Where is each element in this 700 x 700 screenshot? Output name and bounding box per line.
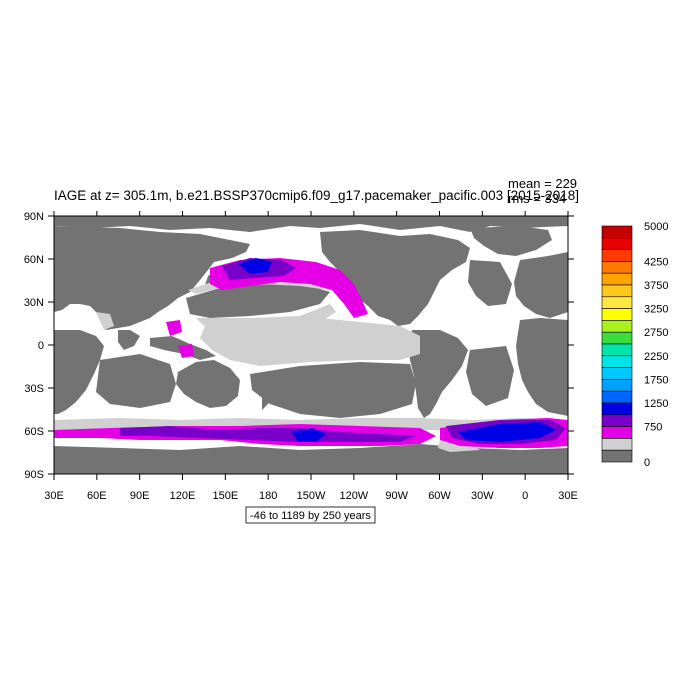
indonesia-magenta-patch	[178, 344, 194, 358]
x-tick-label: 30E	[558, 490, 578, 502]
europe-land	[514, 252, 568, 318]
colorbar-box	[601, 331, 633, 345]
land-masses	[54, 216, 568, 474]
africa-land	[54, 330, 104, 414]
colorbar-box	[601, 284, 633, 298]
india-land	[118, 330, 140, 350]
north-pacific-deep	[186, 284, 330, 318]
colorbar-box	[601, 367, 633, 380]
x-tick-label: 60E	[87, 490, 107, 502]
pacific-equatorial-band	[200, 318, 420, 366]
antarctica-land	[54, 454, 568, 474]
colorbar-box	[601, 237, 633, 250]
x-tick-label: 120E	[170, 490, 196, 502]
ocean-deep-fields	[96, 260, 514, 418]
colorbar-box	[601, 225, 633, 239]
colorbar-box	[601, 296, 633, 309]
y-axis: 90N 60N 30N 0 30S 60S 90S	[24, 211, 574, 481]
south-pacific-deep	[250, 362, 416, 418]
southern-blue-core-atlantic	[458, 422, 556, 442]
mean-label: mean = 229	[508, 176, 577, 191]
x-tick-label: 90W	[385, 490, 408, 502]
colorbar-label: 3250	[644, 304, 668, 316]
colorbar-box	[601, 355, 633, 368]
colorbar-box	[601, 438, 633, 451]
colorbar-box	[601, 308, 633, 321]
north-america-land	[320, 230, 470, 326]
indian-north-light	[96, 312, 114, 330]
southern-purple-west	[120, 426, 416, 442]
colorbar-box	[601, 272, 633, 286]
y-tick-label: 30S	[24, 383, 44, 395]
x-tick-label: 30E	[44, 490, 64, 502]
north-pacific-blue-core	[238, 258, 272, 274]
range-note-box: -46 to 1189 by 250 years	[245, 506, 376, 524]
blue-zones	[238, 258, 556, 442]
y-tick-label: 30N	[24, 297, 44, 309]
y-tick-label: 60N	[24, 254, 44, 266]
rms-label: rms = 334	[508, 191, 566, 206]
colorbar-box	[601, 379, 633, 392]
x-axis: 30E 60E 90E 120E 150E 180 150W 120W 90W 60W 30W 0 30…	[44, 211, 578, 502]
range-note-text: -46 to 1189 by 250 years	[250, 510, 371, 522]
colorbar-box	[601, 249, 633, 262]
atlantic-deep-south	[466, 346, 514, 406]
africa-east-land	[516, 318, 568, 416]
arctic-land	[54, 216, 568, 232]
x-tick-label: 150W	[297, 490, 326, 502]
range-note-frame	[245, 506, 376, 524]
sub-antarctic-light	[438, 440, 480, 452]
x-tick-label: 60W	[428, 490, 451, 502]
colorbar-box	[601, 343, 633, 357]
colorbar-box	[601, 261, 633, 274]
asia-land	[54, 226, 250, 330]
x-tick-label: 150E	[212, 490, 238, 502]
y-tick-label: 90S	[24, 469, 44, 481]
colorbar-box	[601, 414, 633, 427]
y-tick-label: 60S	[24, 426, 44, 438]
y-tick-label: 0	[38, 340, 44, 352]
colorbar-box	[601, 390, 633, 404]
y-tick-label: 90N	[24, 211, 44, 223]
colorbar-label: 750	[644, 422, 662, 434]
greenland-land	[470, 226, 552, 256]
colorbar-box	[601, 449, 633, 463]
colorbar-box	[601, 426, 633, 439]
indian-ocean-deep	[96, 354, 176, 408]
south-america-land	[408, 330, 468, 418]
atlantic-deep-north	[468, 260, 512, 306]
equatorial-magenta-patch	[166, 320, 182, 336]
colorbar-label: 4250	[644, 256, 668, 268]
x-tick-label: 0	[522, 490, 528, 502]
colorbar-box	[601, 402, 633, 416]
colorbar-label: 1750	[644, 374, 668, 386]
colorbar-label: 3750	[644, 280, 668, 292]
colorbar: 5000 4250 3750 3250 2750 2250 1750 1250 750 0	[601, 221, 668, 469]
x-tick-label: 90E	[130, 490, 150, 502]
x-tick-label: 120W	[339, 490, 368, 502]
australia-land	[176, 360, 240, 408]
colorbar-label: 1250	[644, 398, 668, 410]
colorbar-box	[601, 320, 633, 333]
plot-title: IAGE at z= 305.1m, b.e21.BSSP370cmip6.f0…	[54, 188, 579, 203]
pacific-mid-light	[196, 304, 336, 326]
colorbar-label: 2750	[644, 327, 668, 339]
southern-blue-core-pacific	[292, 428, 326, 442]
colorbar-label: 2250	[644, 351, 668, 363]
colorbar-label: 5000	[644, 221, 668, 233]
colorbar-label: 0	[644, 457, 650, 469]
x-tick-label: 180	[259, 490, 277, 502]
x-tick-label: 30W	[471, 490, 494, 502]
map-panel	[54, 216, 568, 474]
